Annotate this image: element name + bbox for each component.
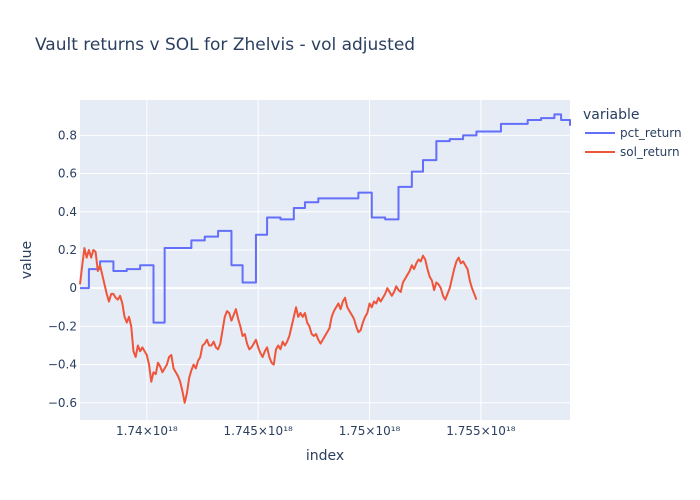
y-tick-label: 0 [69, 281, 77, 295]
series-lines [79, 113, 571, 404]
legend-item-pct-return[interactable]: pct_return [585, 126, 682, 140]
legend-label: pct_return [620, 126, 682, 140]
y-tick-label: −0.2 [48, 319, 77, 333]
x-tick-label: 1.74×10¹⁸ [116, 424, 178, 438]
series-line-pct-return[interactable] [80, 113, 571, 324]
y-axis-title: value [19, 241, 35, 279]
y-tick-label: 0.8 [58, 128, 77, 142]
y-tick-label: −0.4 [48, 358, 77, 372]
y-tick-label: 0.6 [58, 167, 77, 181]
y-tick-label: 0.4 [58, 205, 77, 219]
y-tick-labels: 0.8 0.6 0.4 0.2 0 −0.2 −0.4 −0.6 [48, 128, 77, 409]
legend-title: variable [583, 107, 639, 123]
y-tick-label: −0.6 [48, 396, 77, 410]
x-tick-labels: 1.74×10¹⁸ 1.745×10¹⁸ 1.75×10¹⁸ 1.755×10¹⁸ [116, 424, 516, 438]
x-tick-label: 1.745×10¹⁸ [224, 424, 293, 438]
legend-label: sol_return [620, 145, 680, 159]
chart-title: Vault returns v SOL for Zhelvis - vol ad… [35, 35, 415, 55]
legend: variable pct_return sol_return [583, 107, 682, 159]
series-line-sol-return[interactable] [79, 247, 478, 404]
x-axis-title: index [306, 448, 344, 464]
legend-item-sol-return[interactable]: sol_return [585, 145, 680, 159]
x-tick-label: 1.755×10¹⁸ [446, 424, 515, 438]
plot-area [80, 100, 570, 420]
grid-lines [80, 100, 570, 420]
y-tick-label: 0.2 [58, 243, 77, 257]
x-tick-label: 1.75×10¹⁸ [339, 424, 401, 438]
